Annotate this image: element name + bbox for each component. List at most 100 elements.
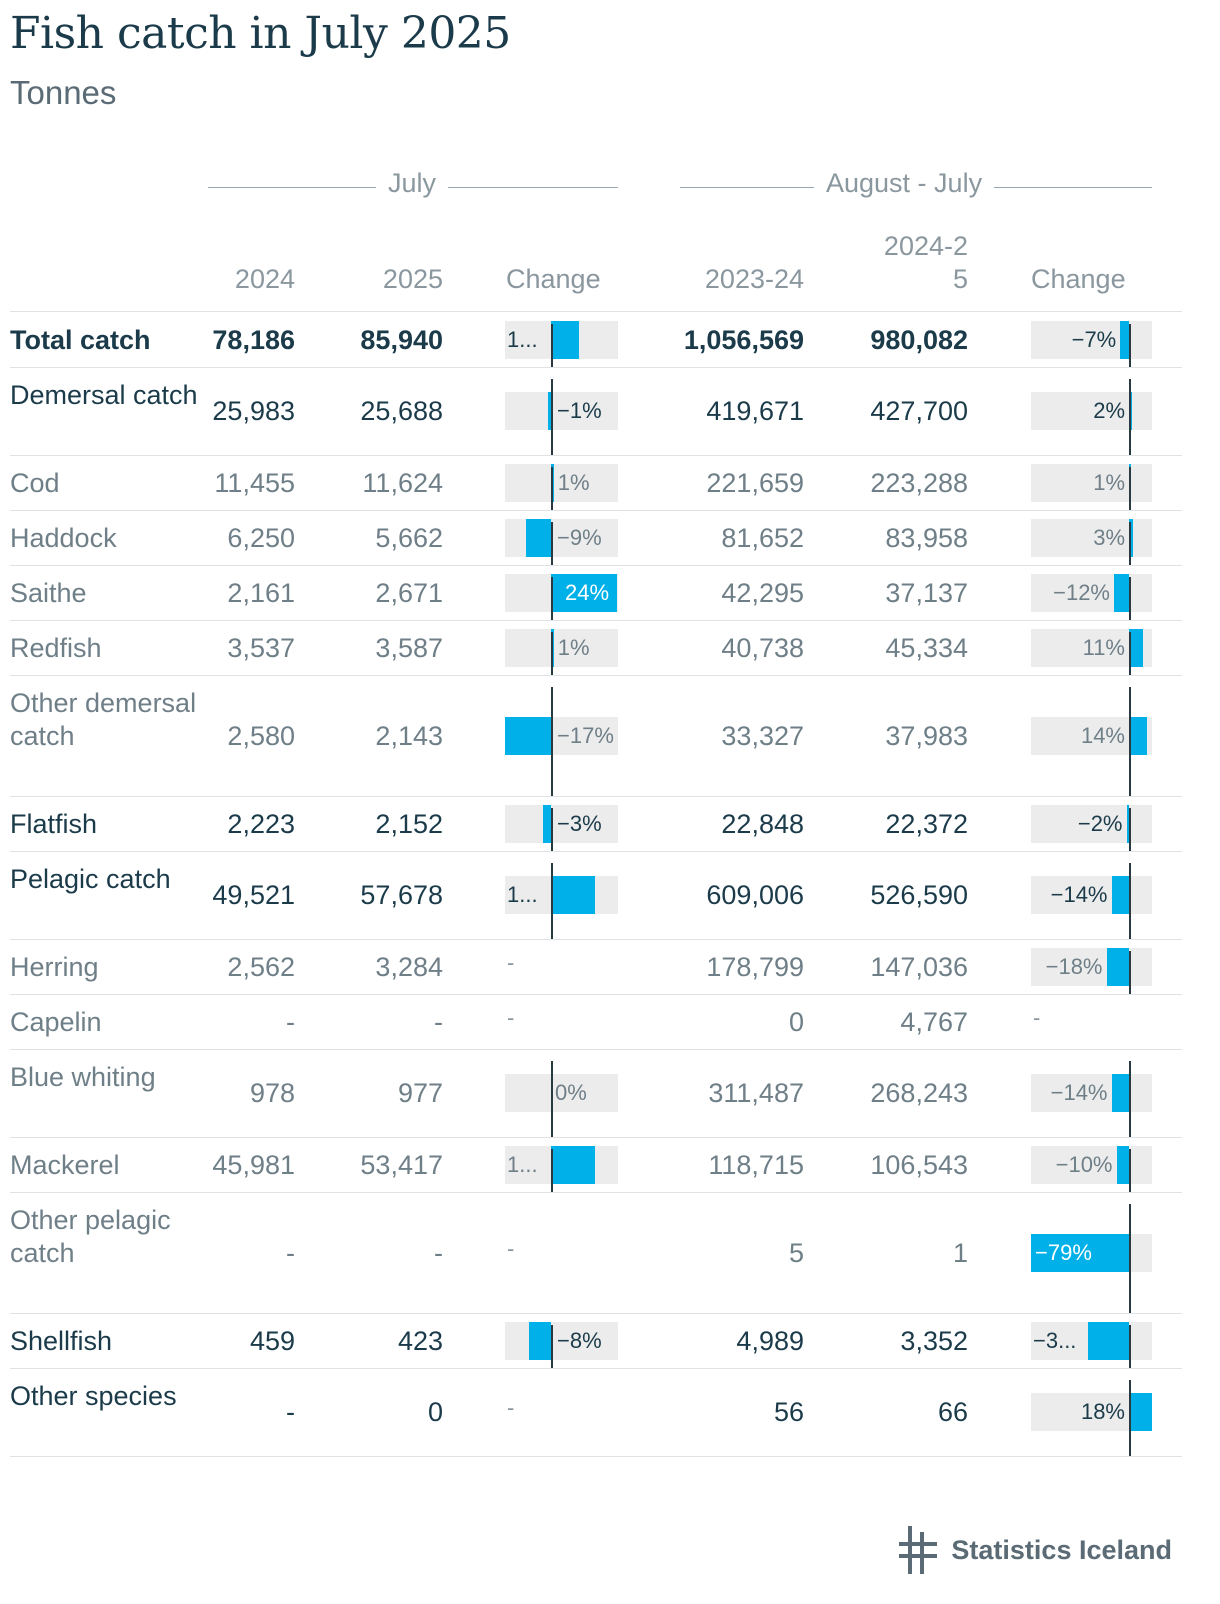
table-row: Saithe 2,161 2,671 42,295 37,137 xyxy=(10,565,1182,621)
aj-change-bar xyxy=(1129,1393,1152,1431)
value-c2324: 178,799 xyxy=(706,951,804,982)
value-c2324: 22,848 xyxy=(721,808,804,839)
aj-change-zero-axis xyxy=(1129,379,1131,455)
table-row: Herring 2,562 3,284 178,799 147,036 xyxy=(10,939,1182,995)
july-change-bar-bg xyxy=(505,1074,618,1112)
value-c2024: 2,580 xyxy=(227,720,295,751)
table-row: Blue whiting 978 977 311,487 268,243 xyxy=(10,1049,1182,1138)
aj-change-bar xyxy=(1114,573,1129,612)
july-change-bar xyxy=(551,573,617,612)
row-label: Haddock xyxy=(10,523,117,553)
value-c2025: 2,671 xyxy=(375,577,443,608)
row-label: Demersal catch xyxy=(10,380,198,410)
value-c2025: 423 xyxy=(397,1325,443,1356)
aj-change-bar-bg xyxy=(1031,947,1152,986)
aj-change-zero-axis xyxy=(1129,577,1131,620)
july-change-zero-axis xyxy=(551,1325,553,1368)
aj-change-label: −14% xyxy=(1050,882,1108,907)
value-c2024: - xyxy=(286,1006,295,1037)
july-change-bar-bg xyxy=(505,1145,618,1184)
july-change-zero-axis xyxy=(551,522,553,565)
july-change-zero-axis xyxy=(551,632,553,675)
july-change-bar-bg xyxy=(505,320,618,359)
aj-change-bar xyxy=(1129,716,1147,755)
july-change-label: 1... xyxy=(507,882,538,907)
value-c2024: 2,223 xyxy=(227,808,295,839)
statistics-iceland-logo-icon xyxy=(899,1526,938,1574)
aj-change-zero-axis xyxy=(1129,467,1131,510)
july-change-label: −17% xyxy=(557,722,614,748)
value-c2324: 81,652 xyxy=(721,522,804,553)
value-c2025: - xyxy=(434,1237,443,1268)
aj-change-label: −2% xyxy=(1077,810,1123,836)
row-label: Flatfish xyxy=(10,809,98,839)
table-row: Capelin - - 0 4,767 xyxy=(10,994,1182,1050)
value-c2024: 459 xyxy=(249,1325,295,1356)
value-c2024: 2,562 xyxy=(227,951,295,982)
value-c2024: 78,186 xyxy=(212,324,295,355)
value-c2324: 40,738 xyxy=(721,632,804,663)
row-label: Mackerel xyxy=(10,1150,120,1180)
value-c2324: 0 xyxy=(788,1006,804,1037)
group-label-july: July xyxy=(376,168,449,199)
table-row: Cod 11,455 11,624 221,659 223,288 xyxy=(10,455,1182,511)
row-label: Saithe xyxy=(10,578,87,608)
aj-change-label: −7% xyxy=(1071,326,1117,352)
july-change-bar-bg xyxy=(505,628,618,667)
value-c2425: 147,036 xyxy=(870,951,968,982)
aj-change-bar xyxy=(1129,628,1143,667)
aj-change-zero-axis xyxy=(1129,687,1131,796)
aj-change-bar-bg xyxy=(1031,518,1152,557)
row-label: Redfish xyxy=(10,633,102,663)
aj-change-bar-bg xyxy=(1031,1074,1152,1112)
july-change-label: 24% xyxy=(565,579,610,605)
column-header-aug-jul-change: Change xyxy=(1031,264,1126,294)
aj-change-label: 1% xyxy=(1093,469,1125,495)
july-change-zero-axis xyxy=(551,379,553,455)
value-c2425: 526,590 xyxy=(870,880,968,910)
table-row: Demersal catch 25,983 25,688 419,671 427,700 xyxy=(10,367,1182,456)
value-c2025: 57,678 xyxy=(360,880,443,910)
value-c2324: 5 xyxy=(788,1237,804,1268)
aj-change-label: 11% xyxy=(1082,634,1125,660)
value-c2024: 49,521 xyxy=(212,880,295,910)
value-c2024: 6,250 xyxy=(227,522,295,553)
aj-change-label: −14% xyxy=(1050,1080,1108,1105)
value-c2324: 118,715 xyxy=(708,1149,804,1180)
july-change-dash: - xyxy=(507,1395,515,1420)
value-c2025: 977 xyxy=(397,1078,443,1108)
aj-change-bar-bg xyxy=(1031,1233,1152,1272)
july-change-label: −8% xyxy=(557,1327,602,1353)
aj-change-bar xyxy=(1116,1145,1129,1184)
column-header-july-change: Change xyxy=(506,264,601,294)
aj-change-bar-bg xyxy=(1031,573,1152,612)
aj-change-bar-bg xyxy=(1031,1321,1152,1360)
column-header-2025: 2025 xyxy=(382,264,443,294)
july-change-bar xyxy=(529,1321,551,1360)
row-label: Shellfish xyxy=(10,1326,113,1356)
july-change-bar-bg xyxy=(505,876,618,914)
july-change-zero-axis xyxy=(551,1149,553,1192)
row-label: Pelagic catch xyxy=(10,864,171,894)
aj-change-label: 2% xyxy=(1093,398,1125,423)
value-c2425: 66 xyxy=(937,1397,968,1427)
value-c2425: 223,288 xyxy=(870,467,968,498)
aj-change-zero-axis xyxy=(1129,1325,1131,1368)
value-c2025: 11,624 xyxy=(362,467,443,498)
july-change-bar-bg xyxy=(505,518,618,557)
july-change-zero-axis xyxy=(551,1061,553,1137)
value-c2025: - xyxy=(434,1006,443,1037)
july-change-bar xyxy=(551,320,579,359)
july-change-zero-axis xyxy=(551,467,553,510)
value-c2025: 2,152 xyxy=(375,808,443,839)
group-header-august-july: August - July xyxy=(680,168,1152,208)
aj-change-bar xyxy=(1120,320,1129,359)
column-header-2024-25: 2024-25 xyxy=(883,231,968,294)
table-row: Flatfish 2,223 2,152 22,848 22,372 xyxy=(10,796,1182,852)
july-change-bar xyxy=(526,518,551,557)
july-change-bar-bg xyxy=(505,392,618,430)
column-header-2024: 2024 xyxy=(234,264,295,294)
july-change-dash: - xyxy=(507,1235,515,1261)
value-c2425: 37,137 xyxy=(885,577,968,608)
aj-change-zero-axis xyxy=(1129,522,1131,565)
